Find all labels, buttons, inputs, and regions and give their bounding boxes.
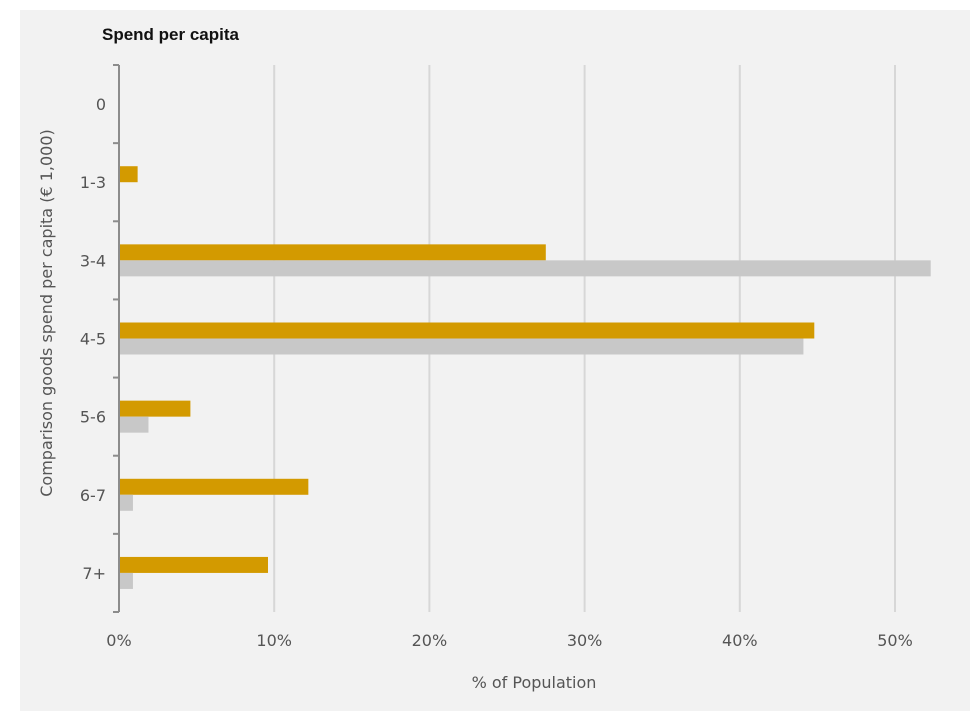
bar-series-1 <box>119 322 815 339</box>
y-tick-labels: 0 1-3 3-4 4-5 5-6 6-7 7+ <box>80 95 106 583</box>
y-axis-label: Comparison goods spend per capita (€ 1,0… <box>37 129 56 497</box>
bar-series-2 <box>119 416 149 433</box>
y-tick-label: 3-4 <box>80 251 106 270</box>
bar-series-1 <box>119 166 138 183</box>
y-tick-label: 6-7 <box>80 486 106 505</box>
bar-series-2 <box>119 572 133 589</box>
bar-series-2 <box>119 260 931 277</box>
x-tick-label: 10% <box>256 631 292 650</box>
x-axis-label: % of Population <box>472 673 597 692</box>
x-tick-label: 0% <box>106 631 131 650</box>
x-tick-label: 30% <box>567 631 603 650</box>
bar-series-1 <box>119 244 546 261</box>
y-tick-label: 5-6 <box>80 408 106 427</box>
bar-series-1 <box>119 400 191 417</box>
bars <box>119 166 931 589</box>
x-tick-labels: 0% 10% 20% 30% 40% 50% <box>106 631 912 650</box>
y-tick-label: 4-5 <box>80 330 106 349</box>
chart-panel <box>20 10 970 711</box>
bar-series-1 <box>119 478 309 495</box>
x-tick-label: 20% <box>412 631 448 650</box>
y-tick-label: 0 <box>96 95 106 114</box>
bar-series-2 <box>119 338 804 355</box>
bar-series-2 <box>119 494 133 511</box>
y-axis <box>113 64 120 613</box>
chart-title: Spend per capita <box>102 25 240 44</box>
y-tick-label: 7+ <box>82 564 106 583</box>
x-tick-label: 50% <box>877 631 913 650</box>
bar-series-1 <box>119 556 268 573</box>
y-tick-label: 1-3 <box>80 173 106 192</box>
x-tick-label: 40% <box>722 631 758 650</box>
